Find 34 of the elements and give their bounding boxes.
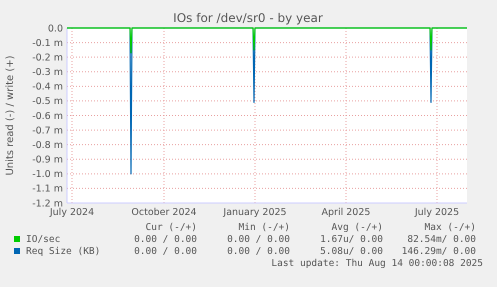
- y-tick-label: -0.6 m: [32, 110, 63, 122]
- y-tick-label: -1.0 m: [32, 169, 63, 180]
- legend-label: Req Size (KB): [26, 246, 100, 257]
- text: Avg (-/+): [332, 222, 383, 233]
- text: 1.67u/ 0.00: [320, 234, 384, 245]
- x-tick-label: July 2025: [414, 207, 460, 218]
- y-tick-label: -0.7 m: [32, 125, 63, 136]
- text: 82.54m/ 0.00: [407, 234, 476, 245]
- text: 0.00 / 0.00: [134, 246, 198, 257]
- x-tick-label: January 2025: [222, 207, 287, 218]
- y-tick-label: 0.0: [48, 23, 63, 34]
- x-tick-label: October 2024: [131, 207, 197, 218]
- chart-title: IOs for /dev/sr0 - by year: [173, 11, 323, 25]
- y-axis-title: Units read (-) / write (+): [5, 55, 16, 176]
- x-tick-label: April 2025: [322, 207, 370, 218]
- text: Min (-/+): [238, 222, 290, 233]
- y-tick-label: -0.8 m: [32, 140, 63, 151]
- legend-label: IO/sec: [26, 234, 60, 245]
- y-tick-label: -0.3 m: [32, 67, 63, 78]
- y-tick-label: -0.5 m: [32, 96, 63, 108]
- y-tick-label: -0.4 m: [32, 82, 63, 93]
- text: 0.00 / 0.00: [227, 246, 290, 257]
- x-tick-label: July 2024: [48, 207, 94, 218]
- text: Last update: Thu Aug 14 00:00:08 2025: [271, 258, 483, 269]
- y-tick-label: -0.2 m: [32, 52, 63, 64]
- text: 0.00 / 0.00: [134, 234, 198, 245]
- y-tick-label: -0.1 m: [32, 38, 63, 49]
- text: 5.08u/ 0.00: [320, 246, 384, 257]
- y-tick-label: -1.1 m: [32, 184, 63, 195]
- text: Cur (-/+): [146, 222, 197, 233]
- text: 146.29m/ 0.00: [402, 246, 476, 257]
- text: 0.00 / 0.00: [227, 234, 290, 245]
- y-tick-label: -0.9 m: [32, 154, 63, 166]
- text: Max (-/+): [424, 222, 476, 233]
